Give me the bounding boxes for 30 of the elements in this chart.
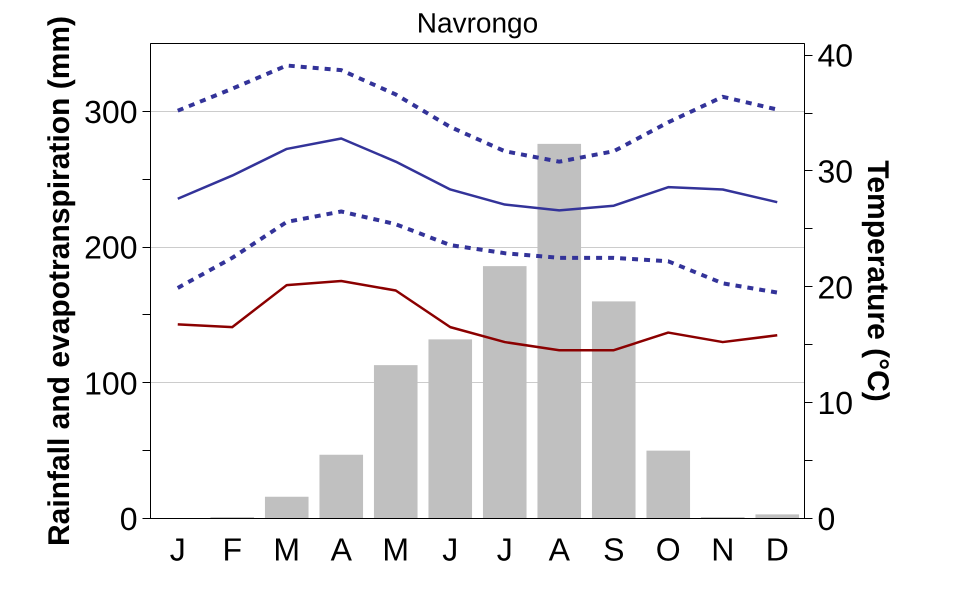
x-tick-label: M <box>382 532 410 568</box>
x-tick-label: J <box>496 532 513 568</box>
x-tick-label: A <box>548 532 571 568</box>
y-tick-label: 300 <box>84 94 138 130</box>
y-tick-label: 200 <box>84 230 138 266</box>
line-series <box>176 280 778 352</box>
x-tick-label: F <box>222 532 242 568</box>
x-tick-label: O <box>656 532 681 568</box>
y2-tick-label: 0 <box>818 501 836 537</box>
x-tick-label: J <box>442 532 458 568</box>
y2-axis-title: Temperature (°C) <box>861 160 894 402</box>
line-series <box>176 209 780 295</box>
y-axis-title: Rainfall and evapotranspiration (mm) <box>43 16 76 546</box>
x-tick-label: S <box>603 532 624 568</box>
bar <box>319 454 364 518</box>
line-series <box>176 137 778 212</box>
y2-tick-label: 30 <box>818 153 854 190</box>
bar <box>646 450 690 518</box>
y2-tick-label: 20 <box>818 269 854 306</box>
y2-tick-label: 40 <box>818 38 854 74</box>
y2-tick-label: 10 <box>818 385 854 422</box>
y-tick-label: 100 <box>84 365 138 402</box>
x-tick-label: J <box>170 532 186 568</box>
x-tick-label: D <box>766 532 789 568</box>
x-tick-label: N <box>711 532 734 568</box>
x-tick-label: M <box>273 532 300 568</box>
y-tick-label: 0 <box>120 501 138 537</box>
x-tick-label: A <box>330 532 353 568</box>
chart-title: Navrongo <box>416 8 538 38</box>
bar <box>264 496 309 518</box>
